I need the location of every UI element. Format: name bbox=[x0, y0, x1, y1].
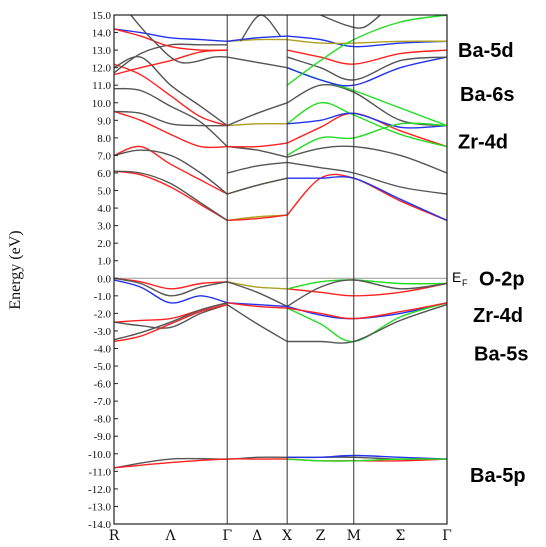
band-olive-11 bbox=[227, 281, 288, 290]
band-blue-48 bbox=[227, 35, 288, 42]
y-axis-ticks: -14.0 -13.0 -12.0 -11.0 -10.0 -9.0 -8.0 -7.0 -6.… bbox=[88, 10, 118, 531]
y-tick-label: -13.0 bbox=[88, 501, 111, 513]
y-tick-label: 0.0 bbox=[97, 273, 111, 285]
band-red-27 bbox=[113, 110, 228, 149]
band-red-38 bbox=[227, 214, 288, 222]
y-tick-label: -9.0 bbox=[94, 431, 112, 443]
y-tick-label: -7.0 bbox=[94, 396, 112, 408]
y-tick-label: 13.0 bbox=[92, 45, 112, 57]
band-red-14 bbox=[227, 302, 288, 309]
kpoint-label-6: M bbox=[347, 528, 361, 544]
band-blue-34 bbox=[113, 28, 228, 42]
band-red-22 bbox=[287, 302, 448, 320]
y-tick-label: -8.0 bbox=[94, 414, 112, 426]
band-blue-19 bbox=[287, 302, 448, 320]
y-tick-label: -4.0 bbox=[94, 343, 112, 355]
band-black-24 bbox=[113, 170, 228, 221]
kpoint-label-0: R bbox=[109, 528, 120, 544]
y-tick-label: -3.0 bbox=[94, 326, 112, 338]
band-black-41 bbox=[227, 161, 288, 174]
y-tick-label: 5.0 bbox=[97, 186, 111, 198]
band-black-29 bbox=[113, 87, 228, 148]
y-tick-label: 2.0 bbox=[97, 238, 111, 250]
band-red-7 bbox=[113, 302, 228, 323]
band-red-35 bbox=[113, 28, 228, 52]
band-red-25 bbox=[113, 145, 228, 195]
orbital-label-1: Ba-6s bbox=[460, 84, 514, 106]
kpoint-label-4: X bbox=[282, 528, 292, 544]
band-black-5 bbox=[113, 277, 228, 297]
y-axis-label: Energy (eV) bbox=[7, 230, 24, 309]
kpoint-label-1: Λ bbox=[165, 528, 177, 544]
fermi-level-label: E F bbox=[452, 269, 468, 288]
orbital-label-2: Zr-4d bbox=[458, 131, 508, 153]
band-olive-64 bbox=[287, 38, 448, 45]
y-tick-label: -14.0 bbox=[88, 519, 111, 531]
y-tick-label: -5.0 bbox=[94, 361, 112, 373]
band-red-23 bbox=[113, 170, 228, 221]
band-red-32 bbox=[113, 49, 228, 76]
band-blue-6 bbox=[113, 279, 228, 304]
band-black-66 bbox=[320, 14, 381, 29]
band-series-layer bbox=[113, 14, 448, 469]
orbital-label-3: O-2p bbox=[479, 268, 525, 290]
y-tick-label: 15.0 bbox=[92, 10, 112, 22]
band-black-45 bbox=[226, 102, 288, 127]
fermi-label-subscript: F bbox=[462, 278, 468, 288]
y-tick-label: 12.0 bbox=[92, 63, 112, 75]
orbital-labels: Ba-5d Ba-6s Zr-4d O-2p Zr-4d Ba-5s Ba-5p bbox=[458, 40, 528, 487]
band-black-26 bbox=[113, 149, 228, 195]
band-red-43 bbox=[227, 142, 288, 148]
symmetry-lines-layer bbox=[226, 15, 355, 524]
orbital-label-5: Ba-5s bbox=[474, 344, 528, 366]
y-tick-label: -1.0 bbox=[94, 291, 112, 303]
y-tick-label: -10.0 bbox=[88, 449, 111, 461]
orbital-label-4: Zr-4d bbox=[473, 305, 523, 327]
kpoint-label-3: Δ bbox=[252, 528, 262, 544]
y-tick-label: 4.0 bbox=[97, 203, 111, 215]
band-black-42 bbox=[227, 145, 288, 158]
band-black-10 bbox=[113, 302, 228, 341]
kpoint-label-5: Z bbox=[316, 528, 326, 544]
kpoint-label-7: Σ bbox=[395, 528, 405, 544]
fermi-label-main: E bbox=[452, 269, 461, 285]
y-tick-label: 11.0 bbox=[92, 80, 111, 92]
band-black-53 bbox=[287, 145, 448, 174]
band-black-15 bbox=[226, 304, 288, 343]
y-tick-label: -6.0 bbox=[94, 379, 112, 391]
band-olive-44 bbox=[227, 122, 288, 127]
y-tick-label: 14.0 bbox=[92, 28, 112, 40]
y-tick-label: 3.0 bbox=[97, 221, 111, 233]
band-red-16 bbox=[287, 282, 448, 297]
y-tick-label: 10.0 bbox=[92, 98, 112, 110]
y-tick-label: 1.0 bbox=[97, 256, 111, 268]
y-tick-label: -12.0 bbox=[88, 484, 111, 496]
band-black-31 bbox=[113, 55, 228, 127]
orbital-label-6: Ba-5p bbox=[470, 465, 526, 487]
y-tick-label: 8.0 bbox=[97, 133, 111, 145]
band-black-57 bbox=[286, 84, 448, 127]
kpoint-label-2: Γ bbox=[222, 528, 232, 544]
y-tick-label: 6.0 bbox=[97, 168, 111, 180]
band-red-50 bbox=[286, 173, 448, 222]
band-black-28 bbox=[113, 110, 228, 127]
band-blue-51 bbox=[287, 175, 448, 222]
band-red-4 bbox=[113, 277, 228, 290]
orbital-label-0: Ba-5d bbox=[458, 40, 514, 62]
kpoint-label-8: Γ bbox=[442, 528, 452, 544]
band-black-46 bbox=[227, 56, 288, 69]
y-tick-label: 9.0 bbox=[97, 115, 111, 127]
plot-frame bbox=[113, 14, 448, 525]
y-tick-label: -11.0 bbox=[88, 466, 111, 478]
band-black-8 bbox=[113, 303, 228, 329]
band-black-33 bbox=[113, 43, 228, 74]
band-black-40 bbox=[227, 177, 288, 195]
band-red-9 bbox=[113, 303, 228, 343]
y-tick-label: -2.0 bbox=[94, 308, 112, 320]
y-tick-label: 7.0 bbox=[97, 150, 111, 162]
band-black-12 bbox=[226, 281, 288, 308]
band-black-36 bbox=[130, 14, 228, 64]
